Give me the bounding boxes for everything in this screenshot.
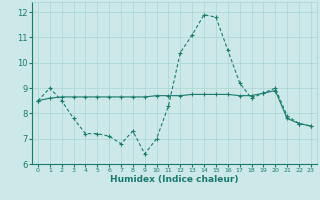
X-axis label: Humidex (Indice chaleur): Humidex (Indice chaleur) xyxy=(110,175,239,184)
